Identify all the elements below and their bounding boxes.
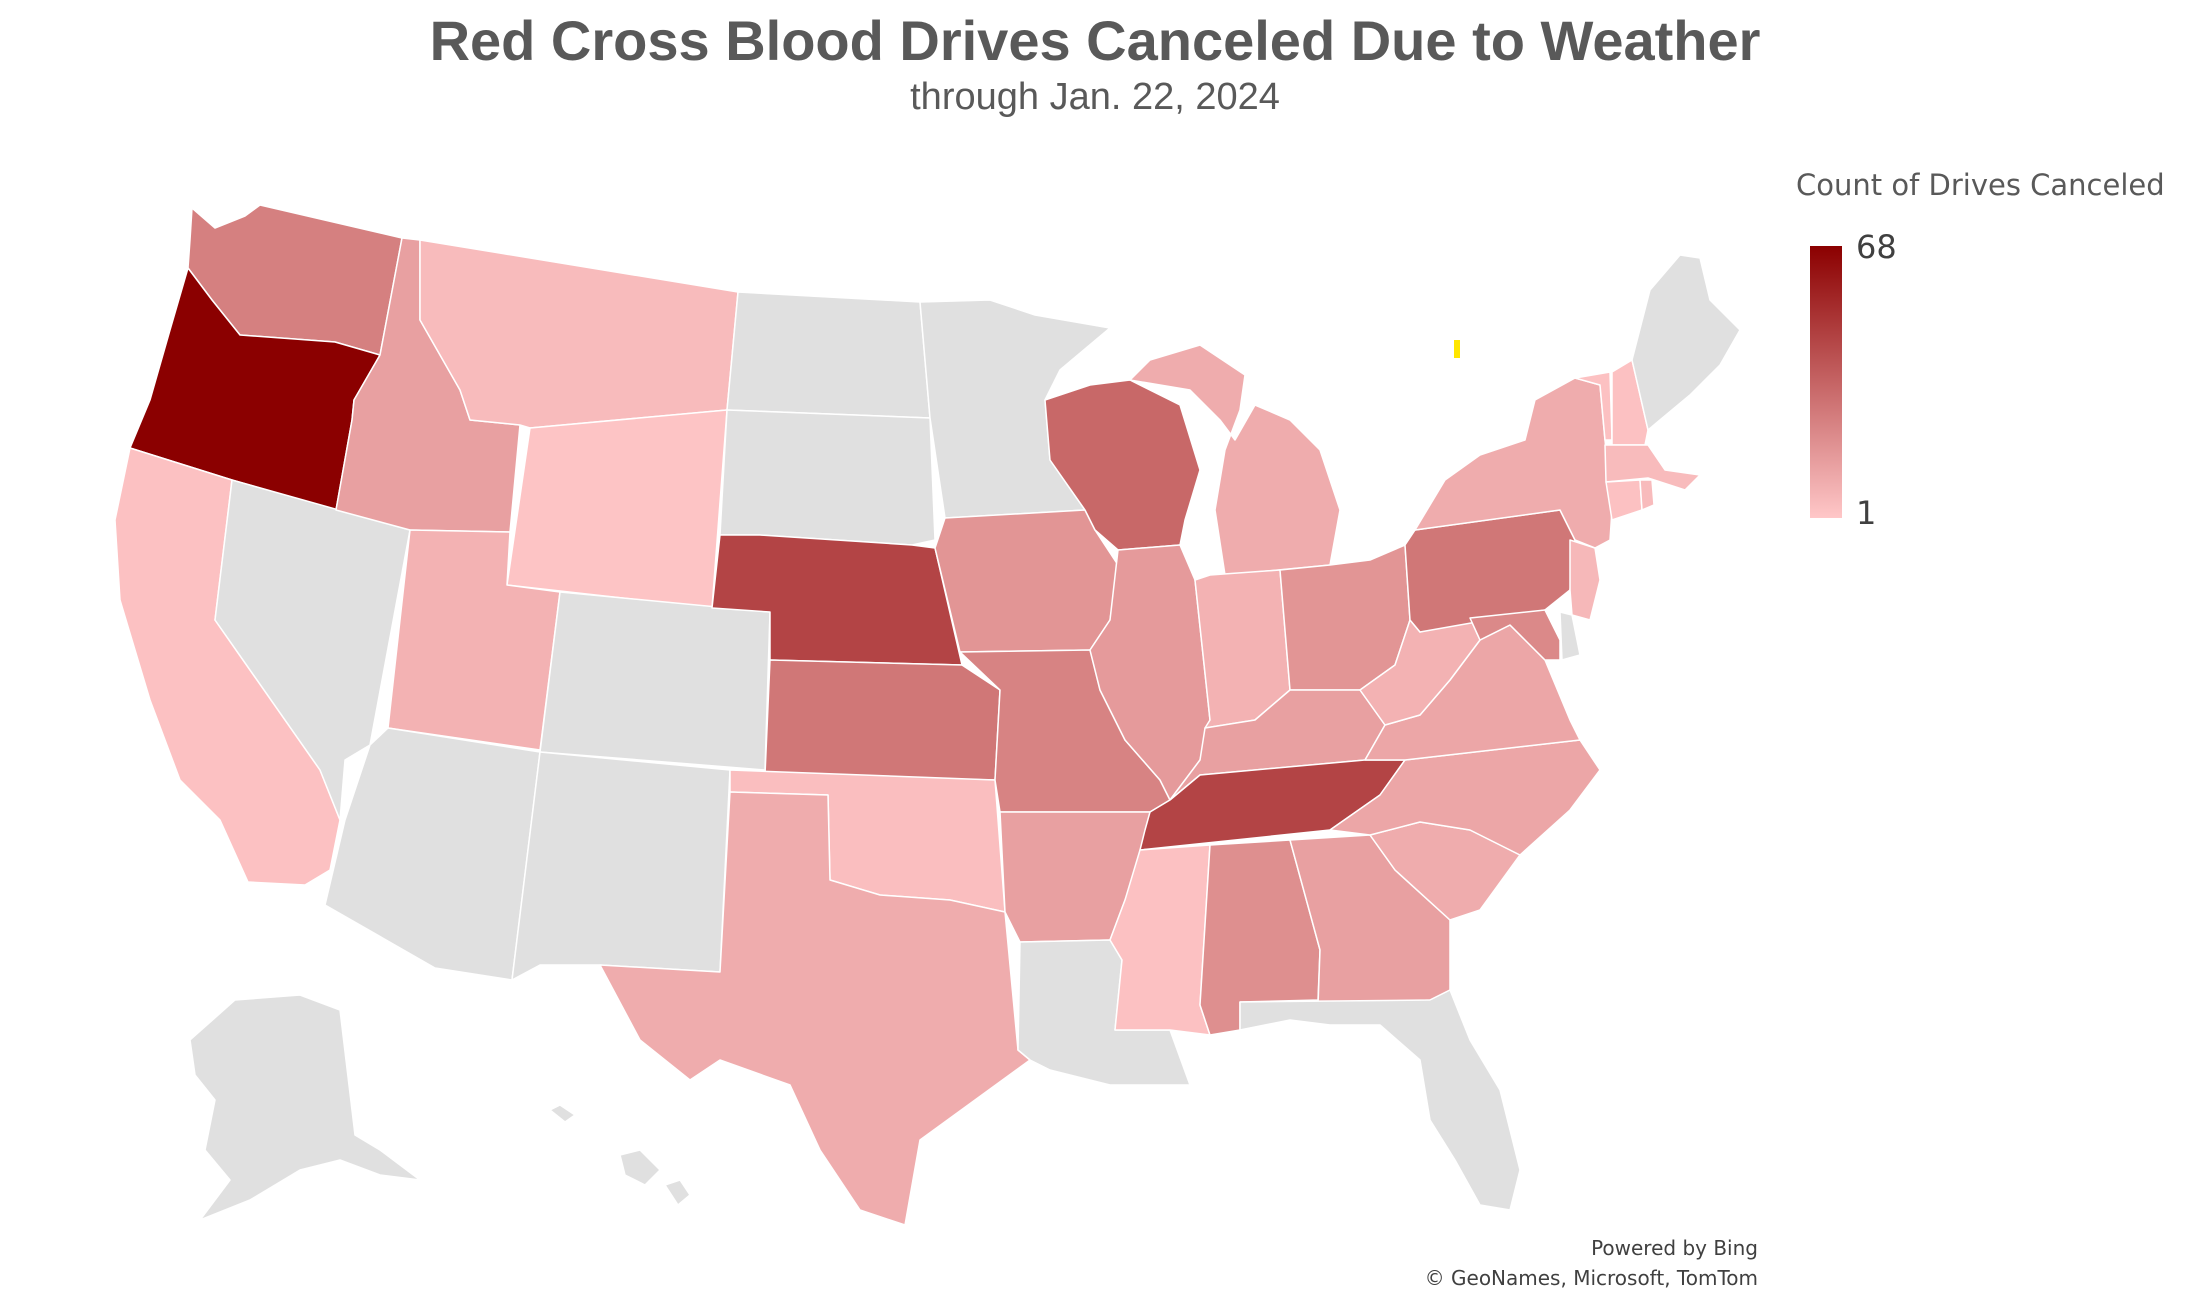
state-north-carolina [1329,739,1601,856]
state-wyoming [506,409,728,609]
map-title: Red Cross Blood Drives Canceled Due to W… [429,9,1761,72]
credit-copyright: © GeoNames, Microsoft, TomTom [1424,1266,1758,1290]
state-maine [1631,254,1741,431]
highlight-mark [1454,340,1460,358]
state-montana [419,239,739,429]
state-connecticut [1605,479,1643,521]
credit-powered-by: Powered by Bing [1591,1236,1758,1260]
state-new-jersey [1569,539,1601,621]
state-iowa [934,509,1119,653]
legend-color-scale [1810,246,1842,518]
state-alaska [189,994,421,1221]
map-subtitle: through Jan. 22, 2024 [910,76,1280,118]
state-vermont [1574,371,1613,441]
state-wisconsin [1044,379,1201,551]
state-illinois [1089,544,1211,801]
state-arizona [324,727,541,981]
state-nevada [214,479,411,821]
legend-title: Count of Drives Canceled [1796,168,2165,202]
state-south-dakota [719,409,936,546]
state-new-mexico [511,751,731,981]
legend-min-label: 1 [1856,494,1877,532]
state-kansas [764,659,1001,781]
state-florida [1239,989,1521,1211]
states-layer [114,204,1741,1226]
state-rhode-island [1639,479,1655,511]
state-texas [599,791,1031,1226]
state-new-hampshire [1611,359,1649,446]
state-hawaii [549,1104,691,1206]
legend-max-label: 68 [1856,228,1897,266]
state-north-dakota [726,291,931,419]
state-maryland [1469,609,1561,661]
state-colorado [539,591,771,771]
state-mississippi [1109,844,1211,1036]
state-delaware [1559,611,1581,661]
